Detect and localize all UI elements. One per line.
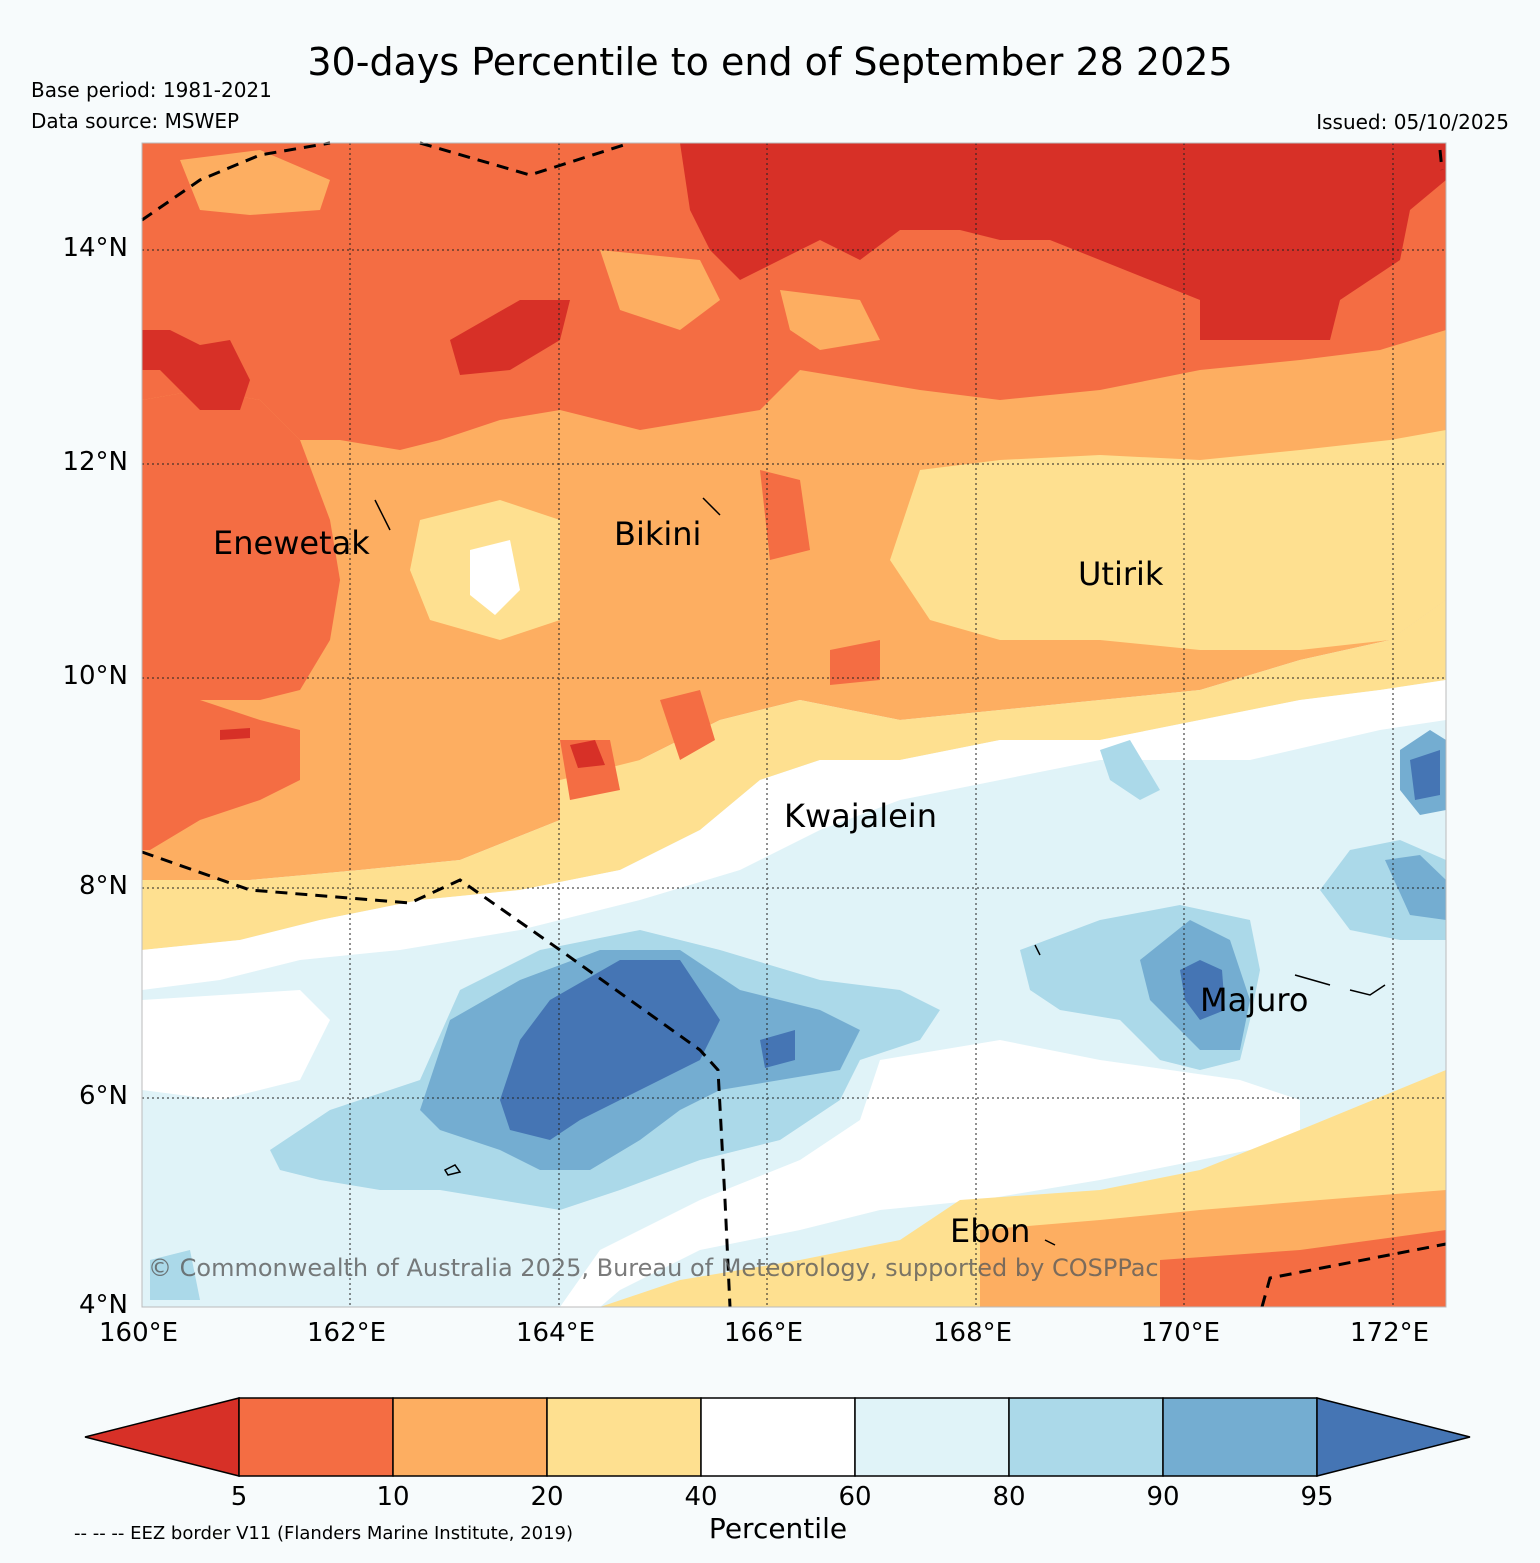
percentile-map — [141, 141, 1447, 1308]
map-frame — [141, 142, 1447, 1308]
map-area-90-95-east — [1385, 855, 1446, 920]
island-outline — [1349, 984, 1386, 996]
map-area-40-60-west — [142, 990, 330, 1100]
lat-tick-4n: 4°N — [79, 1290, 128, 1320]
lon-tick-160e: 160°E — [99, 1318, 179, 1348]
place-label-majuro: Majuro — [1200, 981, 1309, 1019]
map-area-10-20-patch-b — [780, 290, 880, 350]
map-area-5-10-patch-d — [830, 640, 880, 685]
map-area-5-10-west — [142, 390, 340, 700]
island-outline — [702, 497, 721, 516]
map-area-below-5-patch-c — [570, 740, 605, 768]
eez-border — [141, 141, 1447, 1308]
map-title: 30-days Percentile to end of September 2… — [307, 40, 1233, 84]
map-area-80-90-corner — [150, 1250, 200, 1300]
map-area-above-95-southwest — [500, 960, 720, 1140]
lon-tick-168e: 168°E — [933, 1318, 1013, 1348]
colorbar-label: 40 — [684, 1482, 718, 1512]
island-outline — [443, 1164, 462, 1176]
map-area-5-10-patch-b — [660, 690, 715, 760]
colorbar-label: 10 — [376, 1482, 410, 1512]
map-fill-layers — [142, 143, 1446, 1307]
map-area-10-20-patch-c — [180, 150, 330, 215]
island-outline — [1044, 1239, 1056, 1246]
colorbar-segment — [854, 1397, 1010, 1477]
lon-tick-170e: 170°E — [1141, 1318, 1221, 1348]
map-area-40-60-bikini-hole — [470, 540, 520, 615]
colorbar-label: 90 — [1146, 1482, 1180, 1512]
map-area-5-10-southwest — [142, 700, 300, 850]
island-outline — [1034, 944, 1041, 956]
colorbar-segment — [1162, 1397, 1318, 1477]
map-area-10-20-patch-a — [600, 250, 720, 330]
colorbar-label: 95 — [1300, 1482, 1334, 1512]
colorbar — [84, 1397, 1471, 1477]
lat-tick-10n: 10°N — [62, 661, 128, 691]
colorbar-title: Percentile — [708, 1512, 848, 1545]
map-area-80-90-kwajalein — [1100, 740, 1160, 800]
colorbar-segment — [1008, 1397, 1164, 1477]
map-area-20-40-east — [890, 430, 1446, 650]
colorbar-segment — [700, 1397, 856, 1477]
lon-tick-166e: 166°E — [724, 1318, 804, 1348]
place-label-utirik: Utirik — [1078, 555, 1164, 593]
colorbar-label: 60 — [838, 1482, 872, 1512]
lat-tick-6n: 6°N — [79, 1081, 128, 1111]
island-outline — [374, 499, 391, 531]
map-area-above-95-small — [760, 1030, 795, 1068]
place-label-kwajalein: Kwajalein — [784, 797, 938, 835]
map-area-5-10-patch-c — [760, 470, 810, 560]
island-outlines — [374, 497, 1386, 1246]
eez-border-note: -- -- -- EEZ border V11 (Flanders Marine… — [74, 1523, 574, 1544]
map-area-below-5-patch-d — [220, 728, 250, 740]
issued-date-label: Issued: 05/10/2025 — [1316, 110, 1509, 134]
map-area-above-95-majuro — [1180, 960, 1225, 1020]
colorbar-segment — [238, 1397, 394, 1477]
place-label-enewetak: Enewetak — [213, 524, 370, 562]
island-outline — [1294, 974, 1331, 986]
map-area-5-10-southeast — [1160, 1230, 1446, 1307]
lat-tick-12n: 12°N — [62, 447, 128, 477]
copyright-notice: © Commonwealth of Australia 2025, Bureau… — [148, 1254, 1159, 1282]
colorbar-segment-above-95 — [1316, 1397, 1471, 1477]
map-area-20-40-south — [142, 600, 1446, 950]
map-area-above-95-northeast — [1410, 750, 1440, 800]
map-area-below-5-patch-a — [450, 300, 570, 375]
colorbar-label: 80 — [992, 1482, 1026, 1512]
map-area-40-60-south — [560, 1040, 1300, 1307]
colorbar-segment-below-5 — [84, 1397, 240, 1477]
map-area-below-5-patch-b — [142, 330, 250, 410]
gridlines — [142, 143, 1446, 1307]
lat-tick-14n: 14°N — [62, 233, 128, 263]
place-label-bikini: Bikini — [614, 515, 702, 553]
place-label-ebon: Ebon — [950, 1212, 1031, 1250]
map-area-below-5-north — [680, 143, 1446, 340]
lon-tick-162e: 162°E — [307, 1318, 387, 1348]
lon-tick-172e: 172°E — [1350, 1318, 1430, 1348]
data-source-label: Data source: MSWEP — [31, 109, 240, 133]
colorbar-segment — [392, 1397, 548, 1477]
colorbar-label: 20 — [530, 1482, 564, 1512]
colorbar-label: 5 — [230, 1482, 248, 1512]
lon-tick-164e: 164°E — [516, 1318, 596, 1348]
colorbar-segment — [546, 1397, 702, 1477]
lat-tick-8n: 8°N — [79, 871, 128, 901]
base-period-label: Base period: 1981-2021 — [31, 78, 272, 102]
